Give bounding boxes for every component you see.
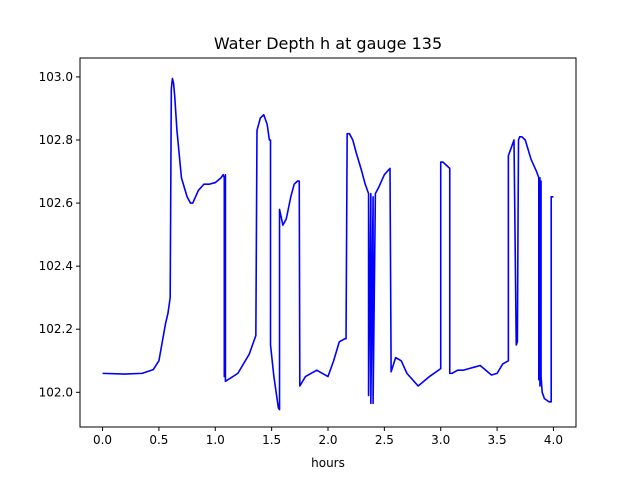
y-tick-label: 102.0	[39, 385, 73, 399]
y-tick-label: 102.2	[39, 322, 73, 336]
x-tick-label: 3.0	[431, 433, 450, 447]
x-tick-label: 4.0	[544, 433, 563, 447]
y-tick-label: 102.6	[39, 196, 73, 210]
x-tick-label: 1.0	[206, 433, 225, 447]
plot-lines	[102, 77, 554, 411]
x-axis-ticks: 0.0 0.5 1.0 1.5 2.0 2.5 3.0 3.5 4.0	[93, 427, 563, 447]
y-axis-ticks: 102.0 102.2 102.4 102.6 102.8 103.0	[39, 70, 80, 399]
x-tick-label: 3.5	[488, 433, 507, 447]
y-tick-label: 103.0	[39, 70, 73, 84]
x-tick-label: 2.5	[375, 433, 394, 447]
x-tick-label: 0.0	[93, 433, 112, 447]
x-tick-label: 2.0	[318, 433, 337, 447]
chart-title: Water Depth h at gauge 135	[214, 34, 442, 53]
y-tick-label: 102.4	[39, 259, 73, 273]
x-axis-label: hours	[311, 456, 345, 470]
y-tick-label: 102.8	[39, 133, 73, 147]
x-tick-label: 0.5	[149, 433, 168, 447]
series-line-0	[102, 77, 554, 411]
x-tick-label: 1.5	[262, 433, 281, 447]
